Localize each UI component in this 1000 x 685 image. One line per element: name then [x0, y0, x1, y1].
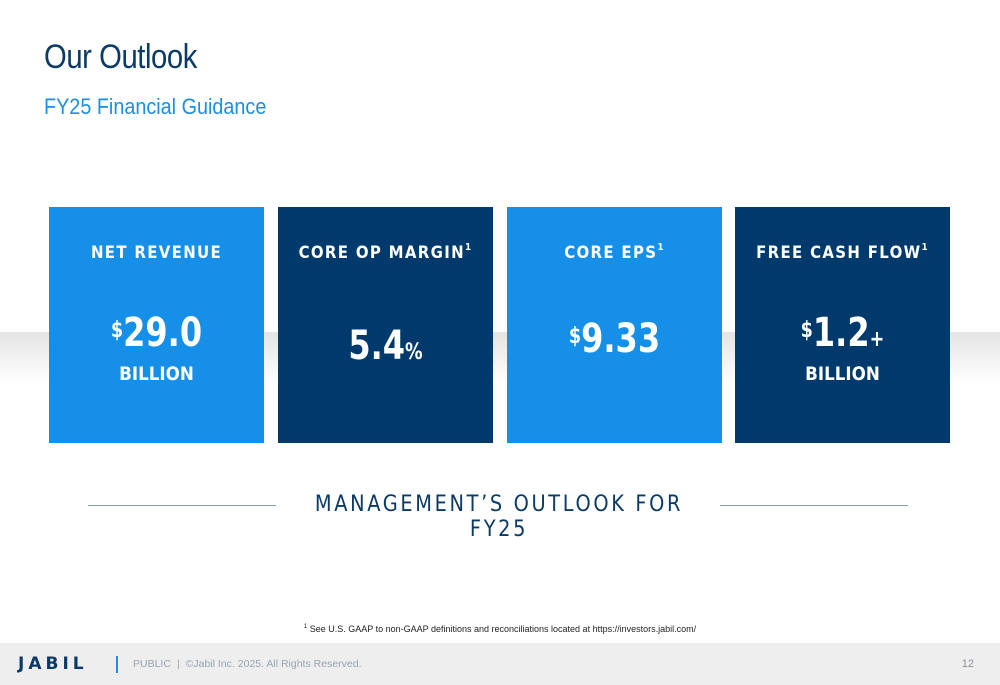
- currency-symbol: $: [110, 318, 124, 343]
- footnote: 1 See U.S. GAAP to non-GAAP definitions …: [0, 624, 1000, 634]
- text-separator: |: [176, 658, 180, 670]
- footnote-text: See U.S. GAAP to non-GAAP definitions an…: [309, 624, 697, 634]
- card-label: FREE CASH FLOW1: [748, 242, 937, 263]
- card-label: CORE EPS1: [520, 242, 709, 263]
- value-number: 29.0: [123, 310, 203, 356]
- value-suffix: %: [405, 340, 423, 365]
- outlook-caption: MANAGEMENT’S OUTLOOK FOR FY25: [314, 492, 684, 542]
- footer-separator: [116, 656, 118, 673]
- card-value: $29.0: [71, 311, 243, 362]
- card-label-text: CORE EPS: [564, 243, 658, 263]
- card-label-text: CORE OP MARGIN: [298, 243, 465, 263]
- card-unit: BILLION: [119, 363, 194, 385]
- page-subtitle: FY25 Financial Guidance: [44, 94, 267, 119]
- core-eps-card: CORE EPS1 $9.33: [507, 207, 722, 443]
- page-title: Our Outlook: [44, 38, 197, 76]
- card-value: 5.4%: [300, 324, 472, 375]
- card-label-text: NET REVENUE: [90, 243, 223, 263]
- net-revenue-card: NET REVENUE $29.0 BILLION: [49, 207, 264, 443]
- value-number: 1.2: [812, 310, 870, 356]
- footnote-marker: 1: [303, 624, 308, 630]
- footnote-marker: 1: [921, 242, 929, 253]
- currency-symbol: $: [568, 324, 582, 349]
- value-number: 9.33: [581, 316, 661, 362]
- divider-left: [88, 505, 276, 506]
- value-number: 5.4: [348, 323, 406, 369]
- footer: JABIL PUBLIC | ©Jabil Inc. 2025. All Right…: [0, 643, 1000, 685]
- currency-symbol: $: [800, 318, 813, 343]
- card-label-text: FREE CASH FLOW: [756, 243, 922, 263]
- card-label: NET REVENUE: [62, 243, 251, 263]
- jabil-logo: JABIL: [18, 654, 88, 674]
- free-cash-flow-card: FREE CASH FLOW1 $1.2+ BILLION: [735, 207, 950, 443]
- footnote-marker: 1: [657, 242, 665, 253]
- core-op-margin-card: CORE OP MARGIN1 5.4%: [278, 207, 493, 443]
- card-value: $1.2+: [757, 311, 929, 362]
- value-suffix: +: [869, 327, 885, 352]
- card-label: CORE OP MARGIN1: [291, 242, 480, 263]
- card-value: $9.33: [529, 317, 701, 368]
- footer-text: PUBLIC | ©Jabil Inc. 2025. All Rights Rese…: [133, 658, 362, 670]
- divider-right: [720, 505, 908, 506]
- copyright-text: ©Jabil Inc. 2025. All Rights Reserved.: [185, 658, 362, 670]
- card-unit: BILLION: [805, 363, 880, 385]
- page-number: 12: [961, 658, 974, 670]
- footnote-marker: 1: [464, 242, 473, 253]
- classification-label: PUBLIC: [133, 658, 171, 670]
